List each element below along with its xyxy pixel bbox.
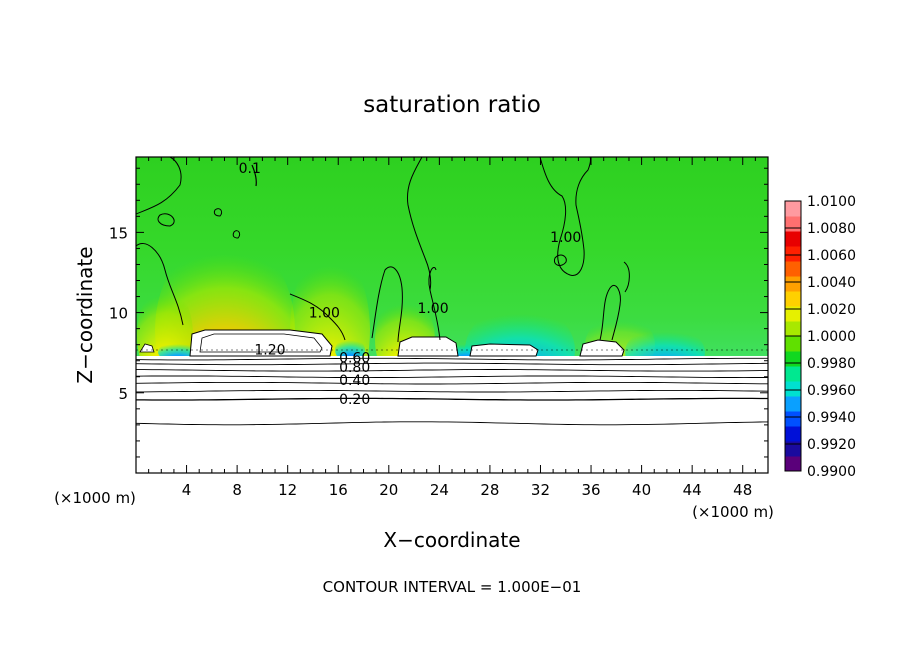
colorbar-swatch — [785, 201, 801, 217]
contour-line — [213, 208, 223, 217]
y-axis-label: Z−coordinate — [73, 246, 97, 383]
colorbar-label: 0.9960 — [807, 383, 856, 399]
contour-line — [406, 157, 432, 291]
contour-line — [623, 261, 630, 293]
y-axis-unit: (×1000 m) — [54, 489, 136, 507]
x-axis-label: X−coordinate — [383, 528, 520, 552]
x-tick-label: 4 — [182, 481, 192, 499]
contour-label: 1.00 — [417, 301, 448, 317]
y-tick-label: 15 — [109, 224, 128, 242]
x-tick-label: 20 — [379, 481, 398, 499]
cloud-region — [139, 343, 155, 353]
x-tick-label: 28 — [480, 481, 499, 499]
colorbar: 1.0100 1.0080 1.0060 1.0040 1.0020 1.0000 0.99… — [784, 194, 856, 480]
cloud-region — [397, 336, 459, 357]
colorbar-label: 0.9940 — [807, 410, 856, 426]
contour-line — [136, 243, 184, 326]
colorbar-swatch — [785, 261, 801, 277]
contour-line — [136, 157, 182, 215]
x-axis-unit: (×1000 m) — [692, 503, 774, 521]
colorbar-swatch — [785, 321, 801, 337]
contour-label: 1.00 — [550, 230, 581, 246]
colorbar-swatch — [785, 381, 801, 397]
isoline — [136, 362, 768, 366]
cloud-region — [189, 329, 333, 357]
colorbar-swatch — [785, 231, 801, 247]
contour-line — [199, 333, 323, 353]
colorbar-label: 1.0000 — [807, 329, 856, 345]
colorbar-swatch — [785, 291, 801, 307]
y-tick-label: 5 — [118, 385, 128, 403]
colorbar-swatch — [785, 246, 801, 262]
contour-line — [371, 266, 403, 343]
isoline — [136, 375, 768, 379]
contour-line — [539, 157, 591, 276]
colorbar-label: 1.0060 — [807, 248, 856, 264]
contour-label: 0.20 — [339, 392, 370, 408]
colorbar-swatch — [785, 336, 801, 352]
colorbar-swatch — [785, 276, 801, 292]
colorbar-swatch — [785, 441, 801, 457]
x-tick-label: 40 — [632, 481, 651, 499]
colorbar-swatch — [785, 351, 801, 367]
x-tick-label: 48 — [733, 481, 752, 499]
x-tick-label: 16 — [329, 481, 348, 499]
isoline — [136, 421, 768, 426]
colorbar-label: 0.9900 — [807, 464, 856, 480]
x-tick-label: 12 — [278, 481, 297, 499]
isoline — [136, 397, 768, 401]
cloud-region — [579, 339, 625, 357]
contour-label: 1.20 — [254, 342, 285, 358]
colorbar-swatch — [785, 396, 801, 412]
contour-line — [599, 284, 621, 341]
colorbar-swatch — [785, 456, 801, 472]
y-axis: 5 10 15 — [109, 167, 768, 458]
undersaturated-band — [136, 356, 768, 473]
cloud-region — [469, 343, 539, 357]
contour-line — [232, 230, 241, 239]
x-axis: 4 8 12 16 20 24 28 32 36 40 44 48 — [148, 157, 756, 499]
contour-line — [553, 254, 567, 266]
colorbar-swatch — [785, 411, 801, 427]
colorbar-label: 1.0100 — [807, 194, 856, 210]
colorbar-label: 1.0080 — [807, 221, 856, 237]
contour-label: 1.00 — [309, 306, 340, 322]
isolines — [136, 357, 768, 426]
y-tick-label: 10 — [109, 305, 128, 323]
contour-interval-note: CONTOUR INTERVAL = 1.000E−01 — [323, 578, 582, 596]
x-tick-label: 44 — [683, 481, 702, 499]
contour-line — [251, 164, 257, 187]
x-tick-label: 24 — [430, 481, 449, 499]
colorbar-swatch — [785, 426, 801, 442]
x-tick-label: 36 — [581, 481, 600, 499]
plot-area — [136, 157, 768, 473]
colorbar-swatch — [785, 306, 801, 322]
contour-label: 0.80 — [339, 360, 370, 376]
colorbar-label: 1.0020 — [807, 302, 856, 318]
contour-label: 0.60 — [339, 351, 370, 367]
isoline — [136, 357, 768, 361]
contour-label: 0.40 — [339, 373, 370, 389]
contour-label: 0.1 — [239, 161, 261, 177]
colorbar-label: 0.9920 — [807, 437, 856, 453]
contour-labels: 1.20 1.00 1.00 1.00 0.600.800.40 0.20 0.1 — [239, 161, 582, 408]
colorbar-swatch — [785, 366, 801, 382]
chart-title: saturation ratio — [363, 92, 541, 118]
contour-line — [289, 293, 346, 341]
isoline — [136, 381, 768, 385]
isoline — [136, 389, 768, 393]
isoline — [136, 369, 768, 372]
colorbar-label: 1.0040 — [807, 275, 856, 291]
x-tick-label: 32 — [531, 481, 550, 499]
colorbar-label: 0.9980 — [807, 356, 856, 372]
x-tick-label: 8 — [232, 481, 242, 499]
colorbar-swatch — [785, 216, 801, 232]
contour-line — [157, 213, 175, 227]
